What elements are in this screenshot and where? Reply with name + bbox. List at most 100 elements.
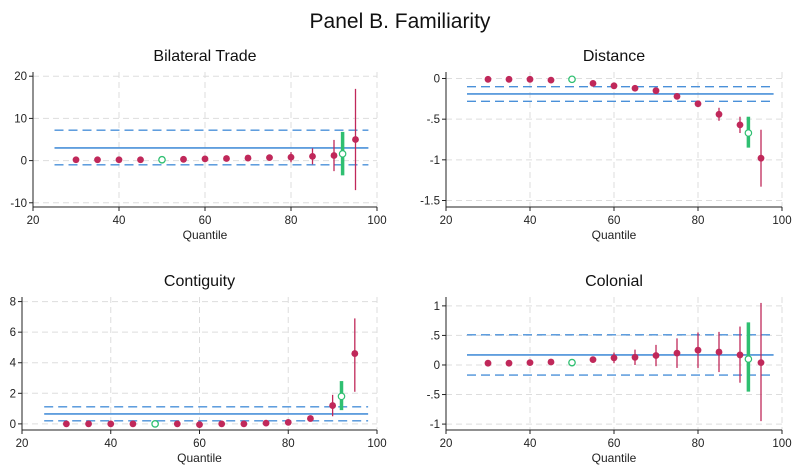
data-point — [757, 359, 765, 367]
x-axis-label: Quantile — [183, 228, 228, 242]
y-tick-label: -.5 — [427, 114, 440, 126]
data-point — [715, 348, 723, 356]
panel-title: Bilateral Trade — [153, 48, 256, 65]
data-point — [736, 121, 744, 129]
x-tick-label: 100 — [772, 215, 791, 227]
x-tick-label: 40 — [524, 215, 537, 227]
x-tick-label: 60 — [193, 438, 206, 450]
data-point — [505, 359, 513, 367]
data-point — [351, 350, 359, 357]
data-point — [284, 418, 292, 426]
y-tick-label: 2 — [10, 388, 16, 400]
x-tick-label: 20 — [440, 215, 453, 227]
panel-title: Contiguity — [164, 273, 235, 290]
y-tick-label: -1.5 — [420, 195, 440, 207]
data-point — [547, 76, 555, 84]
reference-point — [568, 75, 576, 84]
y-tick-label: 4 — [10, 358, 17, 370]
reference-point — [158, 155, 166, 164]
data-point — [526, 359, 534, 367]
panel-title: Colonial — [585, 273, 643, 290]
y-tick-label: -.5 — [427, 390, 440, 402]
data-point — [240, 420, 248, 428]
data-point — [85, 420, 92, 428]
data-point — [266, 154, 273, 162]
data-point — [129, 420, 137, 428]
y-tick-label: -1 — [430, 419, 440, 431]
data-point — [180, 155, 187, 163]
panel-3: 20 40 60 80 100 0 2 4 6 8 Contiguity Quantile — [10, 273, 387, 465]
x-tick-label: 60 — [608, 438, 621, 450]
data-point — [94, 156, 101, 164]
data-point — [201, 155, 209, 163]
y-tick-label: -10 — [10, 198, 27, 210]
data-point — [484, 75, 492, 83]
x-tick-label: 60 — [199, 215, 212, 227]
y-tick-label: .5 — [430, 330, 440, 342]
x-axis-label: Quantile — [177, 451, 222, 465]
y-tick-label: 10 — [14, 113, 27, 125]
reference-point — [151, 420, 159, 428]
panel-2: 20 40 60 80 100 0 -.5 -1 -1.5 Distance Quantile — [420, 48, 791, 242]
y-tick-label: -1 — [430, 155, 440, 167]
data-point — [107, 420, 115, 428]
y-tick-label: 0 — [10, 419, 16, 431]
reference-point — [568, 358, 576, 367]
reference-ci-point — [337, 392, 346, 401]
x-tick-label: 100 — [367, 438, 386, 450]
data-point — [757, 154, 765, 162]
data-point — [694, 346, 702, 354]
data-point — [589, 356, 597, 364]
data-point — [505, 75, 513, 83]
data-point — [244, 154, 252, 162]
data-point — [610, 354, 618, 362]
y-tick-label: 20 — [14, 71, 27, 83]
data-point — [196, 421, 203, 429]
data-point — [62, 420, 70, 428]
y-tick-label: 0 — [434, 360, 440, 372]
x-tick-label: 40 — [104, 438, 117, 450]
data-point — [673, 349, 681, 357]
data-point — [610, 82, 618, 90]
reference-ci-point — [744, 355, 753, 363]
y-tick-label: 6 — [10, 327, 16, 339]
data-point — [715, 110, 723, 118]
data-point — [115, 156, 123, 164]
x-tick-label: 100 — [367, 215, 386, 227]
x-tick-label: 60 — [608, 215, 621, 227]
data-point — [329, 402, 337, 409]
data-point — [484, 359, 492, 367]
panel-4: 20 40 60 80 100 1 .5 0 -.5 -1 Colonial Quantile — [427, 273, 792, 465]
data-point — [526, 75, 534, 83]
data-point — [652, 352, 660, 359]
data-point — [218, 420, 226, 428]
y-tick-label: 1 — [434, 301, 440, 313]
x-tick-label: 100 — [772, 438, 791, 450]
x-axis-label: Quantile — [592, 228, 637, 242]
data-point — [223, 155, 230, 162]
data-point — [262, 419, 270, 427]
data-point — [736, 351, 744, 359]
data-point — [287, 153, 295, 161]
data-point — [309, 152, 316, 160]
panel-title: Distance — [583, 48, 645, 65]
y-tick-label: 0 — [21, 156, 27, 168]
x-tick-label: 80 — [692, 215, 705, 227]
x-tick-label: 80 — [692, 438, 705, 450]
x-tick-label: 80 — [282, 438, 295, 450]
data-point — [589, 79, 597, 87]
x-tick-label: 80 — [285, 215, 298, 227]
x-tick-label: 20 — [440, 438, 453, 450]
y-tick-label: 0 — [434, 74, 440, 86]
panel-1: 20 40 60 80 100 -10 0 10 20 Bilateral Trade Quanti… — [10, 48, 386, 242]
data-point — [307, 415, 314, 422]
x-tick-label: 20 — [16, 438, 29, 450]
figure-title: Panel B. Familiarity — [310, 10, 491, 33]
data-point — [137, 156, 144, 164]
data-point — [631, 84, 639, 92]
x-tick-label: 40 — [524, 438, 537, 450]
data-point — [631, 353, 639, 361]
data-point — [330, 152, 338, 159]
x-tick-label: 20 — [27, 215, 40, 227]
